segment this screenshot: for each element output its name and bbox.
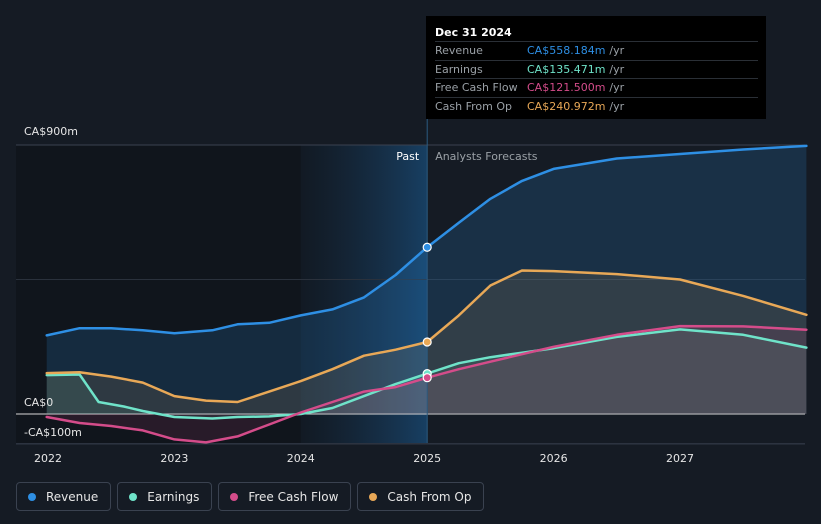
earnings-line xyxy=(45,328,808,420)
free-cash-flow-line xyxy=(45,324,808,444)
legend-label: Revenue xyxy=(46,489,99,504)
x-axis-label: 2024 xyxy=(287,452,315,465)
past-region-highlight xyxy=(300,145,428,443)
tooltip-row-cash-from-op: Cash From Op CA$240.972m /yr xyxy=(435,96,758,116)
tooltip-label: Revenue xyxy=(435,44,483,57)
x-axis-label: 2022 xyxy=(34,452,62,465)
tooltip-value: CA$558.184m xyxy=(527,44,606,57)
legend-item-cash-from-op[interactable]: Cash From Op xyxy=(357,482,485,511)
free-cash-flow-area xyxy=(46,326,807,443)
past-label: Past xyxy=(396,150,420,163)
legend-item-free-cash-flow[interactable]: Free Cash Flow xyxy=(218,482,352,511)
x-axis-label: 2023 xyxy=(160,452,188,465)
free-cash-flow-dot-icon xyxy=(230,492,239,501)
free-cash-flow-marker xyxy=(422,373,432,383)
x-axis-labels: 2022 2023 2024 2025 2026 2027 xyxy=(34,452,694,465)
legend: Revenue Earnings Free Cash Flow Cash Fro… xyxy=(16,482,485,511)
tooltip-unit: /yr xyxy=(609,44,625,57)
tooltip-date: Dec 31 2024 xyxy=(435,26,512,39)
cash-from-op-marker xyxy=(422,337,432,347)
x-axis-label: 2025 xyxy=(413,452,441,465)
y-axis-label: CA$900m xyxy=(24,125,78,138)
tooltip-row-free-cash-flow: Free Cash Flow CA$121.500m /yr xyxy=(435,78,758,97)
tooltip-unit: /yr xyxy=(609,62,625,76)
legend-item-revenue[interactable]: Revenue xyxy=(16,482,112,511)
legend-label: Free Cash Flow xyxy=(248,489,339,504)
tooltip-unit: /yr xyxy=(609,99,625,113)
forecast-label: Analysts Forecasts xyxy=(435,150,538,163)
highlight-markers xyxy=(422,242,432,383)
x-axis-label: 2026 xyxy=(540,452,568,465)
y-axis-label: -CA$100m xyxy=(24,426,82,439)
tooltip-row-revenue: Revenue CA$558.184m /yr xyxy=(435,41,758,60)
tooltip: Dec 31 2024 Revenue CA$558.184m /yr Earn… xyxy=(426,16,766,119)
cash-from-op-line xyxy=(45,269,808,404)
revenue-area xyxy=(46,145,807,414)
revenue-marker xyxy=(422,242,432,252)
y-axis-labels: CA$900m CA$0 -CA$100m xyxy=(24,125,82,439)
tooltip-unit: /yr xyxy=(609,81,625,94)
revenue-dot-icon xyxy=(28,492,36,501)
y-axis-label: CA$0 xyxy=(24,396,53,409)
earnings-dot-icon xyxy=(129,492,138,501)
tooltip-value: CA$135.471m xyxy=(527,62,606,76)
tooltip-value: CA$121.500m xyxy=(527,81,606,94)
tooltip-row-earnings: Earnings CA$135.471m /yr xyxy=(435,59,758,79)
legend-label: Cash From Op xyxy=(387,489,472,504)
legend-label: Earnings xyxy=(147,489,200,504)
legend-item-earnings[interactable]: Earnings xyxy=(117,482,213,511)
tooltip-label: Earnings xyxy=(435,62,483,76)
x-axis-label: 2027 xyxy=(666,452,694,465)
tooltip-label: Cash From Op xyxy=(435,99,513,113)
cash-from-op-dot-icon xyxy=(369,492,378,501)
tooltip-label: Free Cash Flow xyxy=(435,81,518,94)
tooltip-value: CA$240.972m xyxy=(527,99,606,113)
series-lines xyxy=(45,144,808,444)
revenue-line xyxy=(45,144,808,337)
